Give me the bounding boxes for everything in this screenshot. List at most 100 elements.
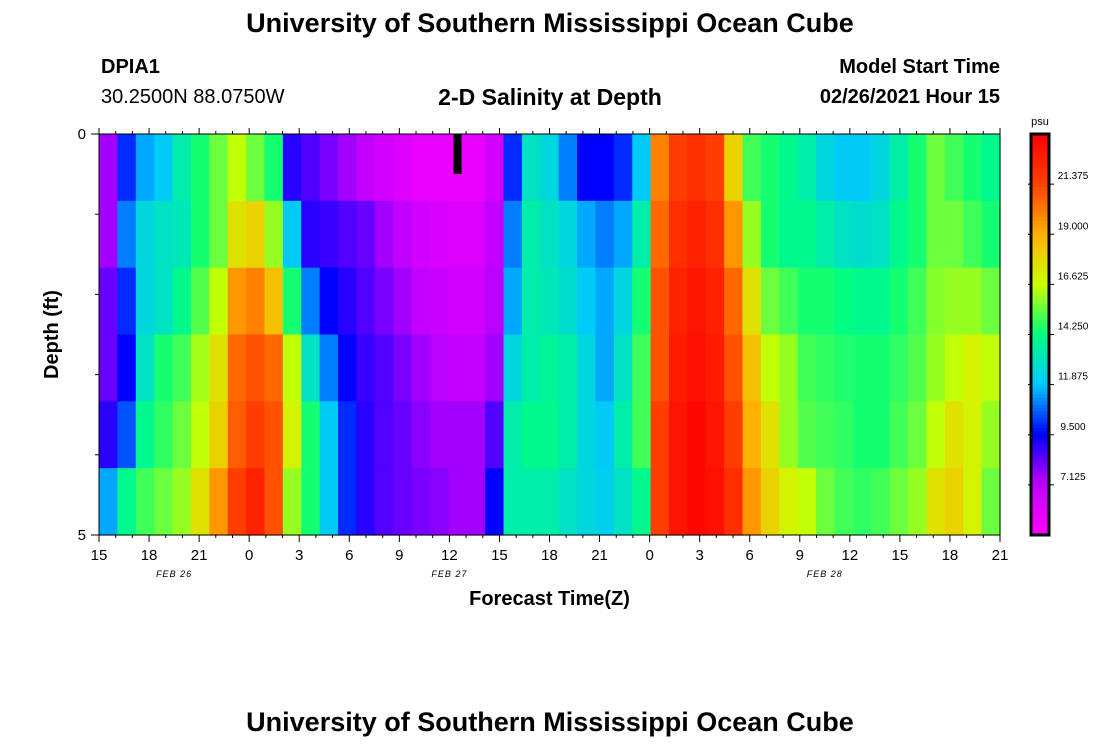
colorbar-slice — [1031, 361, 1049, 366]
heatmap-cell — [889, 468, 909, 536]
heatmap-cell — [448, 200, 468, 269]
model-start-label: Model Start Time — [839, 56, 1000, 78]
x-tick-label: 6 — [746, 547, 754, 564]
x-tick-label: 9 — [395, 547, 403, 564]
heatmap-cell — [374, 267, 394, 336]
heatmap-cell — [963, 468, 983, 536]
heatmap-cell — [356, 134, 376, 202]
heatmap-cell — [595, 134, 615, 202]
heatmap-cell — [705, 334, 725, 402]
colorbar-slice — [1031, 521, 1049, 526]
heatmap-cell — [264, 200, 284, 269]
heatmap-cell — [99, 468, 118, 536]
heatmap-cell — [282, 267, 302, 336]
heatmap-cell — [613, 134, 633, 202]
heatmap-cell — [944, 334, 964, 402]
heatmap-cell — [190, 334, 210, 402]
heatmap-cell — [338, 401, 358, 469]
heatmap-cell — [99, 134, 118, 202]
heatmap-cell — [521, 267, 541, 336]
colorbar-slice — [1031, 190, 1049, 195]
heatmap-cell — [613, 468, 633, 536]
heatmap-cell — [742, 200, 762, 269]
heatmap-cell — [889, 401, 909, 469]
heatmap-cell — [117, 334, 137, 402]
colorbar-slice — [1031, 187, 1049, 192]
x-tick-label: 21 — [591, 547, 608, 564]
heatmap-cell — [172, 200, 192, 269]
heatmap-cell — [172, 267, 192, 336]
heatmap-cell — [742, 468, 762, 536]
colorbar-slice — [1031, 511, 1049, 516]
heatmap-cell — [374, 134, 394, 202]
colorbar-slice — [1031, 414, 1049, 419]
heatmap-cell — [944, 134, 964, 202]
heatmap-cell — [834, 401, 854, 469]
heatmap-cell — [429, 200, 449, 269]
colorbar-slice — [1031, 431, 1049, 436]
colorbar-slice — [1031, 224, 1049, 229]
heatmap-cell — [558, 200, 578, 269]
heatmap-cell — [448, 401, 468, 469]
colorbar-slice — [1031, 137, 1049, 142]
heatmap-cell — [282, 468, 302, 536]
heatmap-cell — [742, 401, 762, 469]
heatmap-cell — [466, 200, 486, 269]
heatmap-cell — [393, 267, 413, 336]
colorbar-slice — [1031, 204, 1049, 209]
heatmap-cell — [797, 200, 817, 269]
heatmap-cell — [889, 267, 909, 336]
heatmap-cell — [301, 468, 321, 536]
heatmap-cell — [521, 334, 541, 402]
colorbar-slice — [1031, 217, 1049, 222]
heatmap-cell — [613, 200, 633, 269]
heatmap-cell — [908, 134, 928, 202]
heatmap-cell — [282, 401, 302, 469]
colorbar-slice — [1031, 444, 1049, 449]
colorbar-slice — [1031, 488, 1049, 493]
colorbar-slice — [1031, 387, 1049, 392]
heatmap-cell — [944, 200, 964, 269]
colorbar-slice — [1031, 234, 1049, 239]
colorbar-slice — [1031, 311, 1049, 316]
colorbar-slice — [1031, 321, 1049, 326]
colorbar-slice — [1031, 464, 1049, 469]
heatmap-cell — [871, 401, 891, 469]
heatmap-cell — [393, 468, 413, 536]
x-tick-label: 0 — [245, 547, 253, 564]
heatmap-cell — [117, 134, 137, 202]
colorbar-slice — [1031, 461, 1049, 466]
colorbar-slice — [1031, 334, 1049, 339]
heatmap-cell — [246, 134, 266, 202]
heatmap-cell — [724, 200, 744, 269]
heatmap-cell — [429, 334, 449, 402]
colorbar-slice — [1031, 284, 1049, 289]
x-tick-label: 18 — [541, 547, 558, 564]
heatmap-cell — [632, 334, 652, 402]
colorbar-slice — [1031, 401, 1049, 406]
heatmap-cell — [650, 134, 670, 202]
heatmap-cell — [926, 134, 946, 202]
heatmap-cell — [338, 468, 358, 536]
colorbar-legend: 7.125 9.500 11.875 14.250 16.625 19.000 21.375 — [1028, 132, 1089, 537]
x-tick-label: 6 — [345, 547, 353, 564]
x-tick-label: 12 — [441, 547, 458, 564]
heatmap-cell — [852, 200, 872, 269]
heatmap-cell — [797, 468, 817, 536]
heatmap-cell — [429, 401, 449, 469]
heatmap-cell — [154, 468, 174, 536]
heatmap-cell — [834, 200, 854, 269]
heatmap-cell — [705, 267, 725, 336]
heatmap-cell — [816, 134, 836, 202]
heatmap-cell — [503, 267, 523, 336]
heatmap-cell — [760, 267, 780, 336]
colorbar-slice — [1031, 391, 1049, 396]
heatmap-cell — [356, 267, 376, 336]
heatmap-cell — [577, 200, 597, 269]
heatmap-cell — [760, 401, 780, 469]
heatmap-cell — [393, 334, 413, 402]
heatmap-cell — [448, 267, 468, 336]
x-tick-label: 9 — [796, 547, 804, 564]
colorbar-slice — [1031, 408, 1049, 412]
date-label: FEB 26 — [156, 569, 192, 579]
